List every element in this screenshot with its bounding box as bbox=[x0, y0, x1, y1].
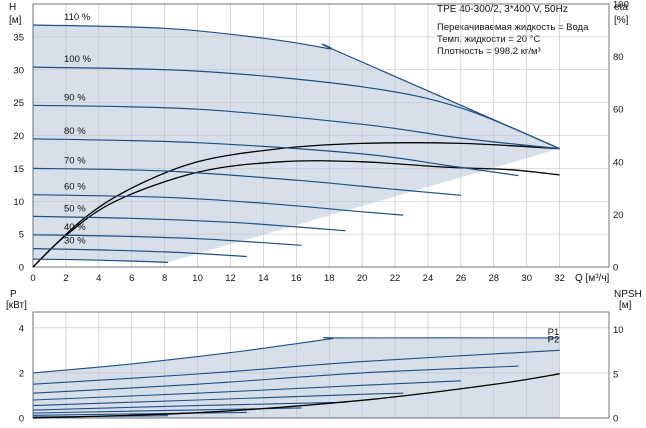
flow-tick-label: 32 bbox=[554, 273, 565, 284]
power-curve bbox=[32, 349, 560, 385]
power-tick-label: 0 bbox=[19, 414, 24, 425]
eta-tick-label: 100 bbox=[613, 0, 629, 11]
flow-tick-label: 22 bbox=[390, 273, 401, 284]
power-curve bbox=[32, 411, 247, 416]
flow-tick-label: 12 bbox=[225, 273, 236, 284]
flow-axis-label: Q [м³/ч] bbox=[575, 273, 610, 284]
efficiency-curve bbox=[32, 160, 560, 268]
flow-tick-label: 20 bbox=[357, 273, 368, 284]
power-curve bbox=[32, 401, 346, 411]
power-curve bbox=[32, 365, 519, 394]
speed-label: 90 % bbox=[64, 92, 86, 103]
power-curve bbox=[32, 337, 560, 374]
speed-label: 70 % bbox=[64, 155, 86, 166]
npsh-axis-label: NPSH bbox=[614, 289, 642, 300]
efficiency-curve bbox=[32, 142, 560, 268]
head-panel: 0 2 4 6 8 10 12 14 16 18 20 22 24 26 28 30 3205101520253… bbox=[13, 0, 628, 284]
eta-tick-label: 60 bbox=[613, 105, 624, 116]
speed-label: 40 % bbox=[64, 222, 86, 233]
head-tick-label: 35 bbox=[13, 32, 24, 43]
flow-tick-label: 8 bbox=[162, 273, 167, 284]
power-axis-label: P bbox=[10, 289, 17, 300]
flow-tick-label: 2 bbox=[63, 273, 68, 284]
head-curve bbox=[32, 104, 560, 150]
flow-tick-label: 4 bbox=[96, 273, 101, 284]
condition-temperature: Темп. жидкости = 20 °C bbox=[437, 34, 540, 45]
npsh-axis-unit: [м] bbox=[619, 300, 632, 311]
head-axis-unit: [м] bbox=[9, 15, 22, 26]
head-tick-label: 20 bbox=[13, 131, 24, 142]
power-tick-label: 2 bbox=[19, 368, 24, 379]
flow-tick-label: 24 bbox=[423, 273, 434, 284]
head-curve bbox=[32, 258, 168, 263]
head-tick-label: 30 bbox=[13, 65, 24, 76]
speed-label: 60 % bbox=[64, 182, 86, 193]
flow-tick-label: 10 bbox=[192, 273, 203, 284]
head-curve bbox=[32, 66, 560, 150]
npsh-tick-label: 0 bbox=[613, 414, 618, 425]
head-tick-label: 10 bbox=[13, 197, 24, 208]
flow-tick-label: 16 bbox=[291, 273, 302, 284]
npsh-tick-label: 5 bbox=[613, 369, 618, 380]
head-curve bbox=[32, 215, 346, 232]
head-curve bbox=[32, 194, 404, 216]
flow-tick-label: 26 bbox=[456, 273, 467, 284]
power-curve bbox=[32, 407, 302, 414]
condition-liquid: Перекачиваемая жидкость = Вода bbox=[437, 22, 589, 33]
npsh-tick-label: 10 bbox=[613, 325, 624, 336]
flow-tick-label: 28 bbox=[489, 273, 500, 284]
eta-tick-label: 80 bbox=[613, 52, 624, 63]
eta-tick-label: 0 bbox=[613, 263, 618, 274]
head-tick-label: 25 bbox=[13, 98, 24, 109]
eta-axis-unit: [%] bbox=[614, 15, 629, 26]
power-series-label: P1 bbox=[548, 327, 560, 338]
power-curve bbox=[32, 392, 404, 407]
head-tick-label: 5 bbox=[19, 230, 24, 241]
flow-tick-label: 18 bbox=[324, 273, 335, 284]
power-curve bbox=[32, 380, 461, 401]
speed-label: 100 % bbox=[64, 54, 91, 65]
flow-tick-label: 0 bbox=[30, 273, 35, 284]
speed-label: 30 % bbox=[64, 236, 86, 247]
eta-tick-label: 40 bbox=[613, 157, 624, 168]
flow-tick-label: 6 bbox=[129, 273, 134, 284]
flow-tick-label: 30 bbox=[521, 273, 532, 284]
head-curve bbox=[32, 234, 302, 246]
npsh-curve bbox=[32, 373, 560, 419]
chart-title: TPE 40-300/2, 3*400 V, 50Hz bbox=[437, 4, 568, 15]
head-tick-label: 15 bbox=[13, 164, 24, 175]
eta-tick-label: 20 bbox=[613, 210, 624, 221]
head-curve bbox=[32, 24, 560, 150]
power-series-label: P2 bbox=[548, 334, 560, 345]
power-plot-frame bbox=[32, 311, 610, 419]
speed-label: 50 % bbox=[64, 203, 86, 214]
head-axis-label: H bbox=[9, 2, 16, 13]
head-curve bbox=[32, 138, 519, 177]
eta-axis-label: eta bbox=[614, 2, 628, 13]
head-plot-frame bbox=[32, 3, 610, 268]
condition-density: Плотность = 998.2 кг/м³ bbox=[437, 46, 541, 57]
speed-label: 110 % bbox=[64, 12, 91, 23]
head-tick-label: 0 bbox=[19, 263, 24, 274]
head-curve bbox=[32, 167, 461, 196]
speed-label: 80 % bbox=[64, 126, 86, 137]
power-tick-label: 4 bbox=[19, 323, 24, 334]
power-axis-unit: [кВт] bbox=[6, 300, 27, 311]
flow-tick-label: 14 bbox=[258, 273, 269, 284]
head-curve bbox=[32, 248, 247, 258]
